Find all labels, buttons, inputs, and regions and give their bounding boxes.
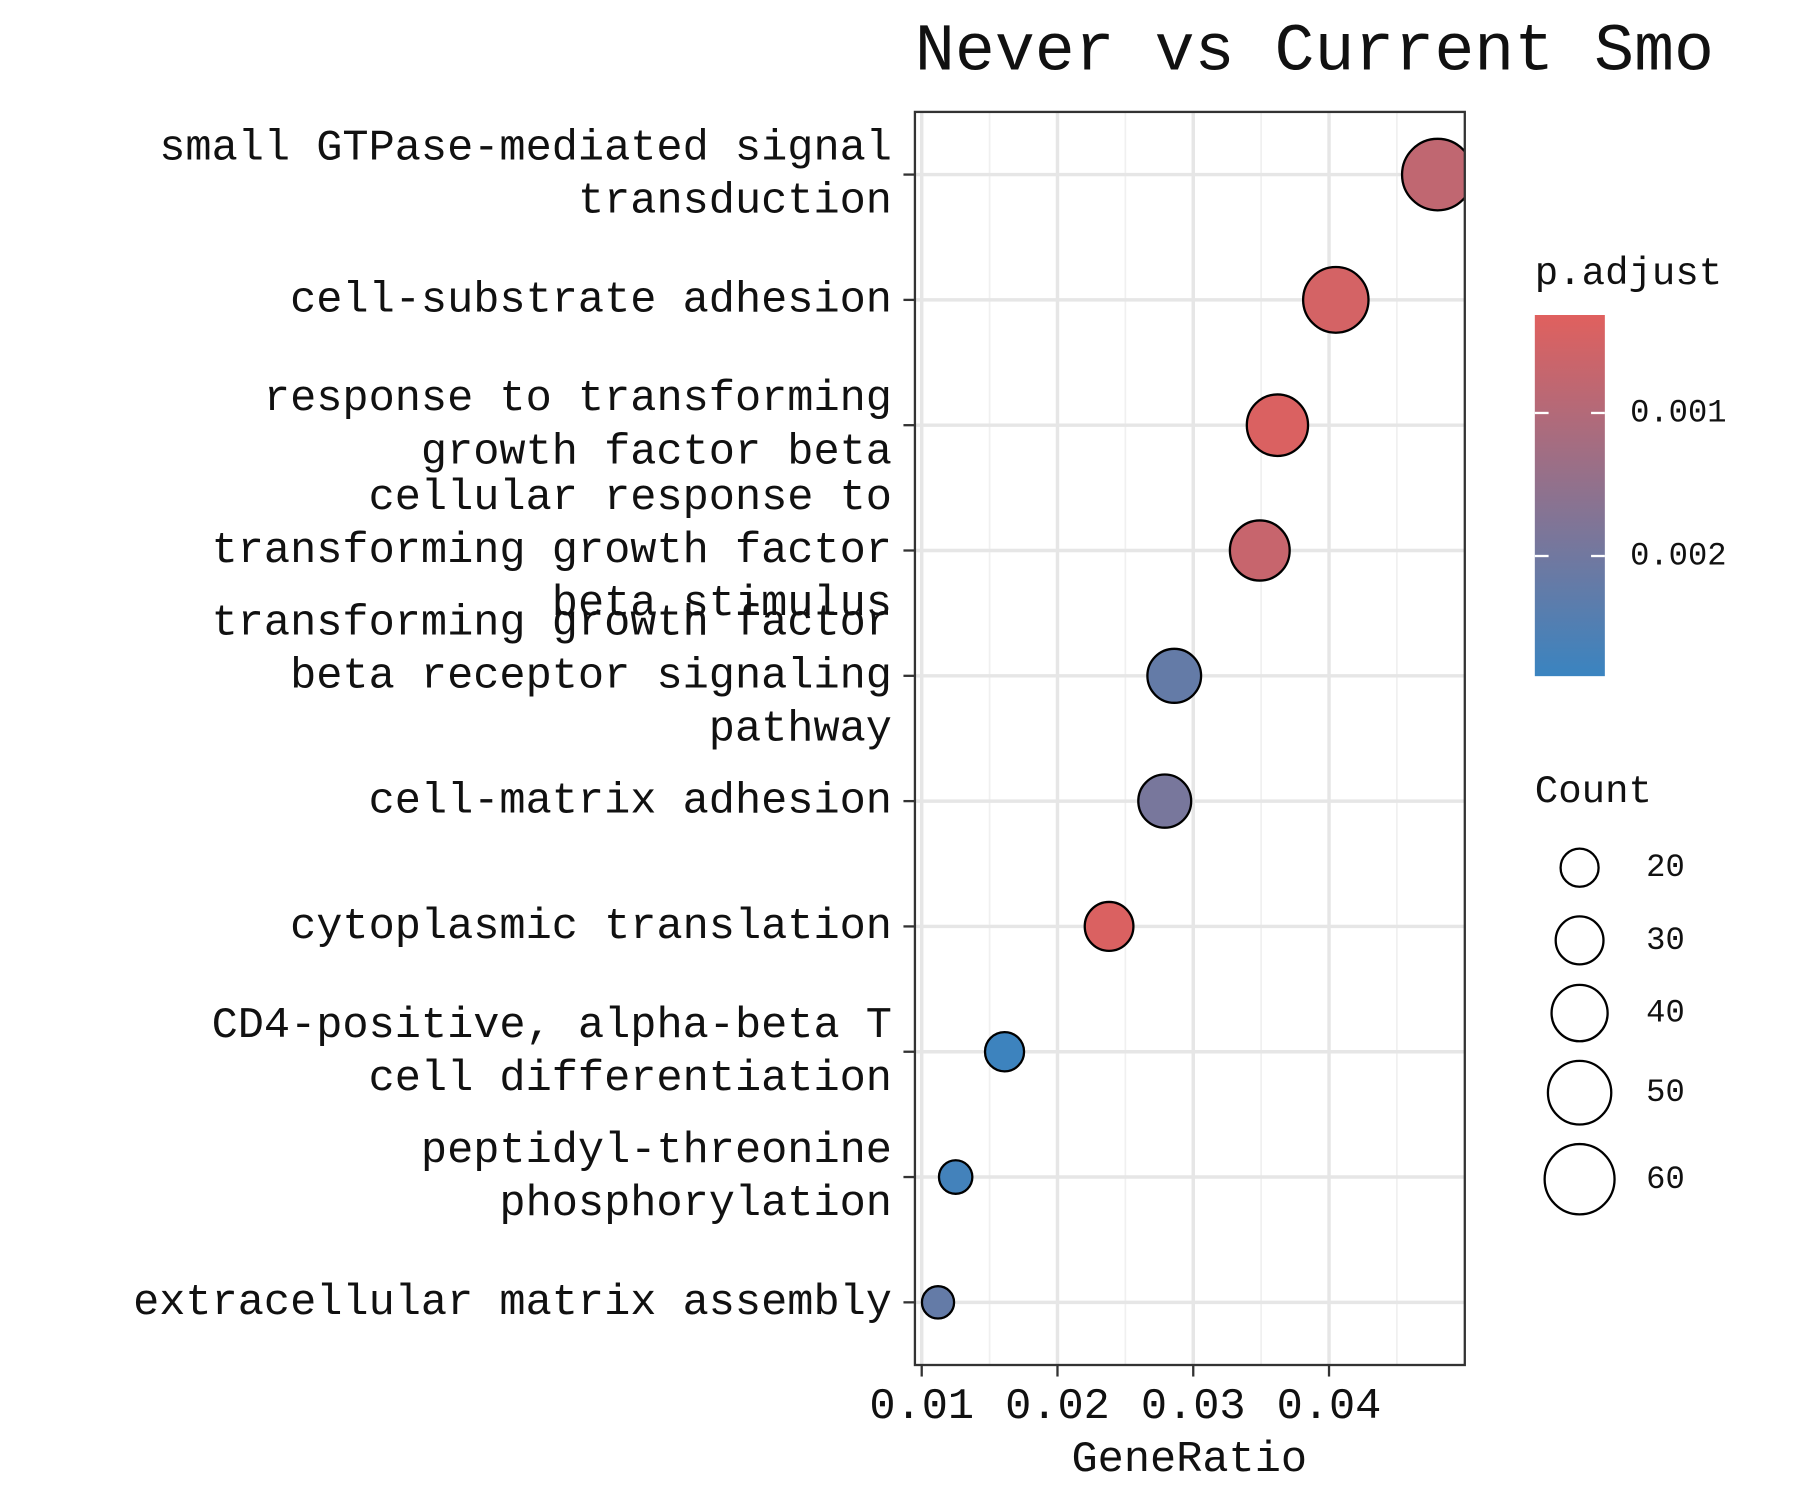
y-tick-label: cellular response to: [369, 474, 892, 523]
y-tick-label: CD4-positive, alpha-beta T: [212, 1002, 892, 1051]
colorbar: [1534, 315, 1605, 677]
y-tick-label: peptidyl-threonine: [421, 1127, 892, 1176]
legend-label: 0.001: [1630, 394, 1726, 431]
x-tick-label: 0.01: [869, 1383, 974, 1432]
y-tick-label: small GTPase-mediated signal: [159, 125, 892, 174]
legend-circle: [1546, 1059, 1613, 1126]
legend-circle: [1543, 1142, 1616, 1216]
dot: [1228, 519, 1291, 582]
y-tick-label: beta stimulus: [552, 580, 892, 629]
dot: [1245, 393, 1310, 458]
y-tick-label: pathway: [709, 705, 892, 754]
legend-label: 30: [1646, 922, 1685, 959]
dot: [1146, 647, 1203, 704]
legend-label: 0.002: [1630, 537, 1726, 574]
chart-title: Never vs Current Smo: [915, 14, 1714, 90]
y-tick-label: transduction: [578, 178, 892, 227]
y-tick-label: cytoplasmic translation: [290, 903, 892, 952]
dot: [1400, 137, 1465, 212]
legend-circle: [1559, 847, 1600, 888]
x-tick-label: 0.03: [1141, 1383, 1246, 1432]
legend-title: p.adjust: [1535, 251, 1722, 296]
legend-label: 50: [1646, 1074, 1685, 1111]
y-tick-label: cell-matrix adhesion: [369, 778, 892, 827]
plot-marks: [920, 137, 1465, 1320]
legend-label: 40: [1646, 995, 1685, 1032]
legend-title: Count: [1535, 769, 1652, 814]
y-tick-label: response to transforming: [264, 375, 892, 424]
dot: [920, 1285, 956, 1320]
dot: [1301, 265, 1370, 334]
y-tick-label: phosphorylation: [499, 1180, 892, 1229]
plot-border: [913, 110, 1466, 1367]
legend-circle: [1550, 983, 1609, 1043]
y-tick-label: transforming growth factor: [212, 599, 892, 648]
y-tick-label: transforming growth factor: [212, 527, 892, 576]
y-tick-label: growth factor beta: [421, 428, 892, 477]
legend-label: 60: [1646, 1161, 1685, 1198]
x-tick-label: 0.02: [1005, 1383, 1110, 1432]
x-axis-label: GeneRatio: [1072, 1436, 1308, 1485]
y-tick-label: cell-substrate adhesion: [290, 276, 892, 325]
dot: [1083, 900, 1135, 953]
y-tick-label: cell differentiation: [369, 1055, 892, 1104]
y-tick-label: beta receptor signaling: [290, 652, 892, 701]
legend-label: 20: [1646, 849, 1685, 886]
dot: [983, 1030, 1026, 1073]
dot: [1137, 773, 1193, 829]
dot: [937, 1159, 974, 1195]
legend-circle: [1554, 915, 1605, 966]
y-tick-label: extracellular matrix assembly: [133, 1279, 892, 1328]
x-tick-label: 0.04: [1277, 1383, 1382, 1432]
